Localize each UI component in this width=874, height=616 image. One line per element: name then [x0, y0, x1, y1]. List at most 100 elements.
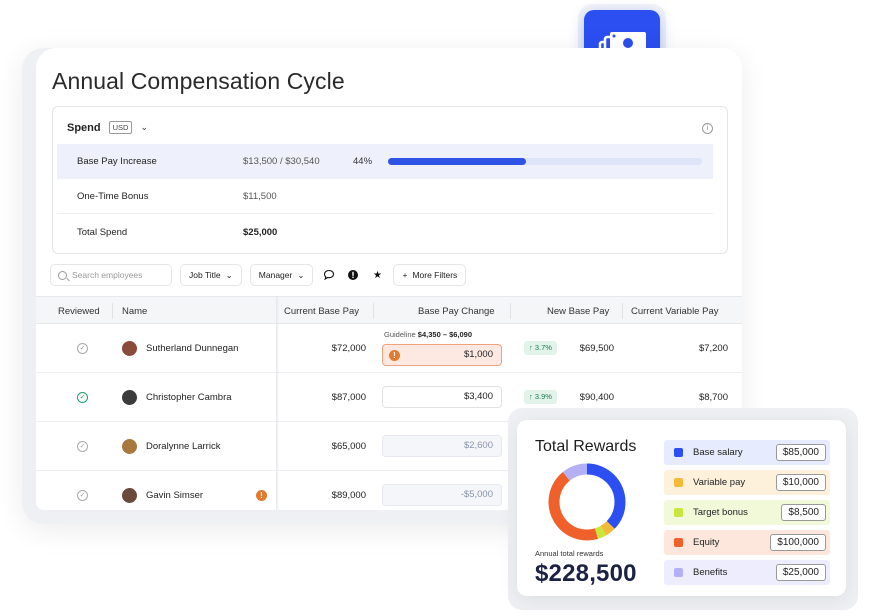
- spend-header[interactable]: Spend USD ⌄: [67, 121, 148, 134]
- search-icon: [58, 270, 67, 280]
- column-divider: [510, 303, 511, 319]
- rewards-legend-target-bonus: Target bonus $8,500: [664, 500, 830, 525]
- current-base-pay: $87,000: [331, 392, 366, 403]
- current-base-pay: $72,000: [331, 343, 366, 354]
- chevron-down-icon: ⌄: [225, 269, 233, 280]
- comment-icon[interactable]: [321, 267, 337, 283]
- total-rewards-card: Total Rewards Annual total rewards $228,…: [517, 420, 846, 596]
- spend-label: Spend: [67, 121, 101, 134]
- currency-badge: USD: [108, 121, 133, 134]
- rewards-title: Total Rewards: [535, 438, 637, 455]
- info-icon[interactable]: i: [702, 123, 713, 134]
- spend-row-label: Total Spend: [77, 227, 128, 238]
- legend-label: Benefits: [693, 567, 728, 578]
- rewards-subtitle: Annual total rewards: [535, 549, 604, 558]
- spend-row-value: $13,500 / $30,540: [243, 156, 320, 167]
- star-icon[interactable]: ★: [372, 269, 382, 281]
- chevron-down-icon[interactable]: ⌄: [140, 122, 149, 132]
- progress-bar-fill: [388, 158, 527, 165]
- search-placeholder: Search employees: [72, 270, 143, 280]
- new-base-pay: $69,500: [579, 343, 614, 354]
- column-header-current-variable-pay[interactable]: Current Variable Pay: [631, 306, 719, 317]
- column-divider: [112, 303, 113, 319]
- column-header-reviewed[interactable]: Reviewed: [58, 306, 100, 317]
- review-check-icon[interactable]: ✓: [77, 490, 88, 501]
- legend-value: $85,000: [775, 444, 826, 461]
- guideline-hint: Guideline $4,350 – $6,090: [384, 330, 473, 339]
- alert-icon[interactable]: [345, 267, 361, 283]
- page-title: Annual Compensation Cycle: [52, 68, 345, 94]
- legend-swatch: [674, 448, 683, 457]
- column-header-base-pay-change[interactable]: Base Pay Change: [418, 306, 495, 317]
- legend-label: Variable pay: [693, 477, 746, 488]
- new-base-pay: $90,400: [579, 392, 614, 403]
- spend-row-percent: 44%: [353, 156, 373, 167]
- job-title-filter[interactable]: Job Title ⌄: [180, 264, 242, 286]
- legend-value: $100,000: [770, 534, 826, 551]
- rewards-legend-variable-pay: Variable pay $10,000: [664, 470, 830, 495]
- legend-swatch: [674, 568, 683, 577]
- legend-label: Equity: [693, 537, 720, 548]
- progress-bar: [388, 158, 702, 165]
- base-pay-change-input[interactable]: ! $1,000: [382, 344, 502, 366]
- legend-label: Base salary: [693, 447, 743, 458]
- frozen-column-shadow: [276, 296, 279, 510]
- avatar: [122, 488, 137, 503]
- job-title-filter-label: Job Title: [189, 270, 221, 280]
- review-check-icon[interactable]: ✓: [77, 441, 88, 452]
- spend-row-label: One-Time Bonus: [77, 191, 149, 202]
- employee-name[interactable]: Gavin Simser: [146, 490, 204, 501]
- current-base-pay: $89,000: [331, 490, 366, 501]
- spend-row-label: Base Pay Increase: [77, 156, 157, 167]
- increase-badge: ↑ 3.7%: [524, 341, 557, 355]
- table-row[interactable]: ✓ Gavin Simser ! $89,000 -$5,000: [36, 471, 742, 510]
- legend-value: $8,500: [781, 504, 826, 521]
- legend-value: $10,000: [775, 474, 826, 491]
- column-header-current-base-pay[interactable]: Current Base Pay: [284, 306, 359, 317]
- rewards-donut-chart: [548, 463, 626, 541]
- alert-icon[interactable]: !: [256, 490, 267, 501]
- spend-row-total: Total Spend $25,000: [57, 215, 713, 250]
- employee-name[interactable]: Sutherland Dunnegan: [146, 343, 239, 354]
- employee-name[interactable]: Doralynne Larrick: [146, 441, 221, 452]
- table-header: Reviewed Name Current Base Pay Base Pay …: [36, 296, 742, 324]
- base-pay-change-input[interactable]: $3,400: [382, 386, 502, 408]
- spend-row-base-pay: Base Pay Increase $13,500 / $30,540 44%: [57, 144, 713, 179]
- plus-icon: +: [402, 270, 408, 280]
- filter-bar: Search employees Job Title ⌄ Manager ⌄ ★…: [50, 264, 467, 286]
- column-divider: [373, 303, 374, 319]
- avatar: [122, 390, 137, 405]
- column-divider: [622, 303, 623, 319]
- table-row[interactable]: ✓ Christopher Cambra $87,000 $3,400 ↑ 3.…: [36, 373, 742, 422]
- donut-slice-equity: [548, 463, 626, 541]
- more-filters-button[interactable]: + More Filters: [393, 264, 467, 286]
- rewards-total: $228,500: [535, 560, 637, 587]
- spend-row-bonus: One-Time Bonus $11,500: [57, 179, 713, 214]
- column-header-new-base-pay[interactable]: New Base Pay: [547, 306, 610, 317]
- search-input[interactable]: Search employees: [50, 264, 172, 286]
- column-header-name[interactable]: Name: [122, 306, 148, 317]
- chevron-down-icon: ⌄: [297, 269, 305, 280]
- employee-name[interactable]: Christopher Cambra: [146, 392, 232, 403]
- spend-row-value: $25,000: [243, 227, 278, 238]
- rewards-legend-base-salary: Base salary $85,000: [664, 440, 830, 465]
- avatar: [122, 341, 137, 356]
- review-check-icon[interactable]: ✓: [77, 343, 88, 354]
- current-variable-pay: $7,200: [698, 343, 728, 354]
- legend-swatch: [674, 538, 683, 547]
- alert-icon: !: [389, 350, 400, 361]
- review-check-icon[interactable]: ✓: [77, 392, 88, 403]
- table-row[interactable]: ✓ Sutherland Dunnegan $72,000 Guideline …: [36, 324, 742, 373]
- current-base-pay: $65,000: [331, 441, 366, 452]
- legend-label: Target bonus: [693, 507, 748, 518]
- spend-summary: Spend USD ⌄ i Base Pay Increase $13,500 …: [52, 106, 728, 254]
- table-row[interactable]: ✓ Doralynne Larrick $65,000 $2,600: [36, 422, 742, 471]
- manager-filter[interactable]: Manager ⌄: [249, 264, 314, 286]
- legend-swatch: [674, 478, 683, 487]
- rewards-legend-equity: Equity $100,000: [664, 530, 830, 555]
- legend-value: $25,000: [775, 564, 826, 581]
- current-variable-pay: $8,700: [698, 392, 728, 403]
- base-pay-change-input[interactable]: $2,600: [382, 435, 502, 457]
- base-pay-change-input[interactable]: -$5,000: [382, 484, 502, 506]
- rewards-legend-benefits: Benefits $25,000: [664, 560, 830, 585]
